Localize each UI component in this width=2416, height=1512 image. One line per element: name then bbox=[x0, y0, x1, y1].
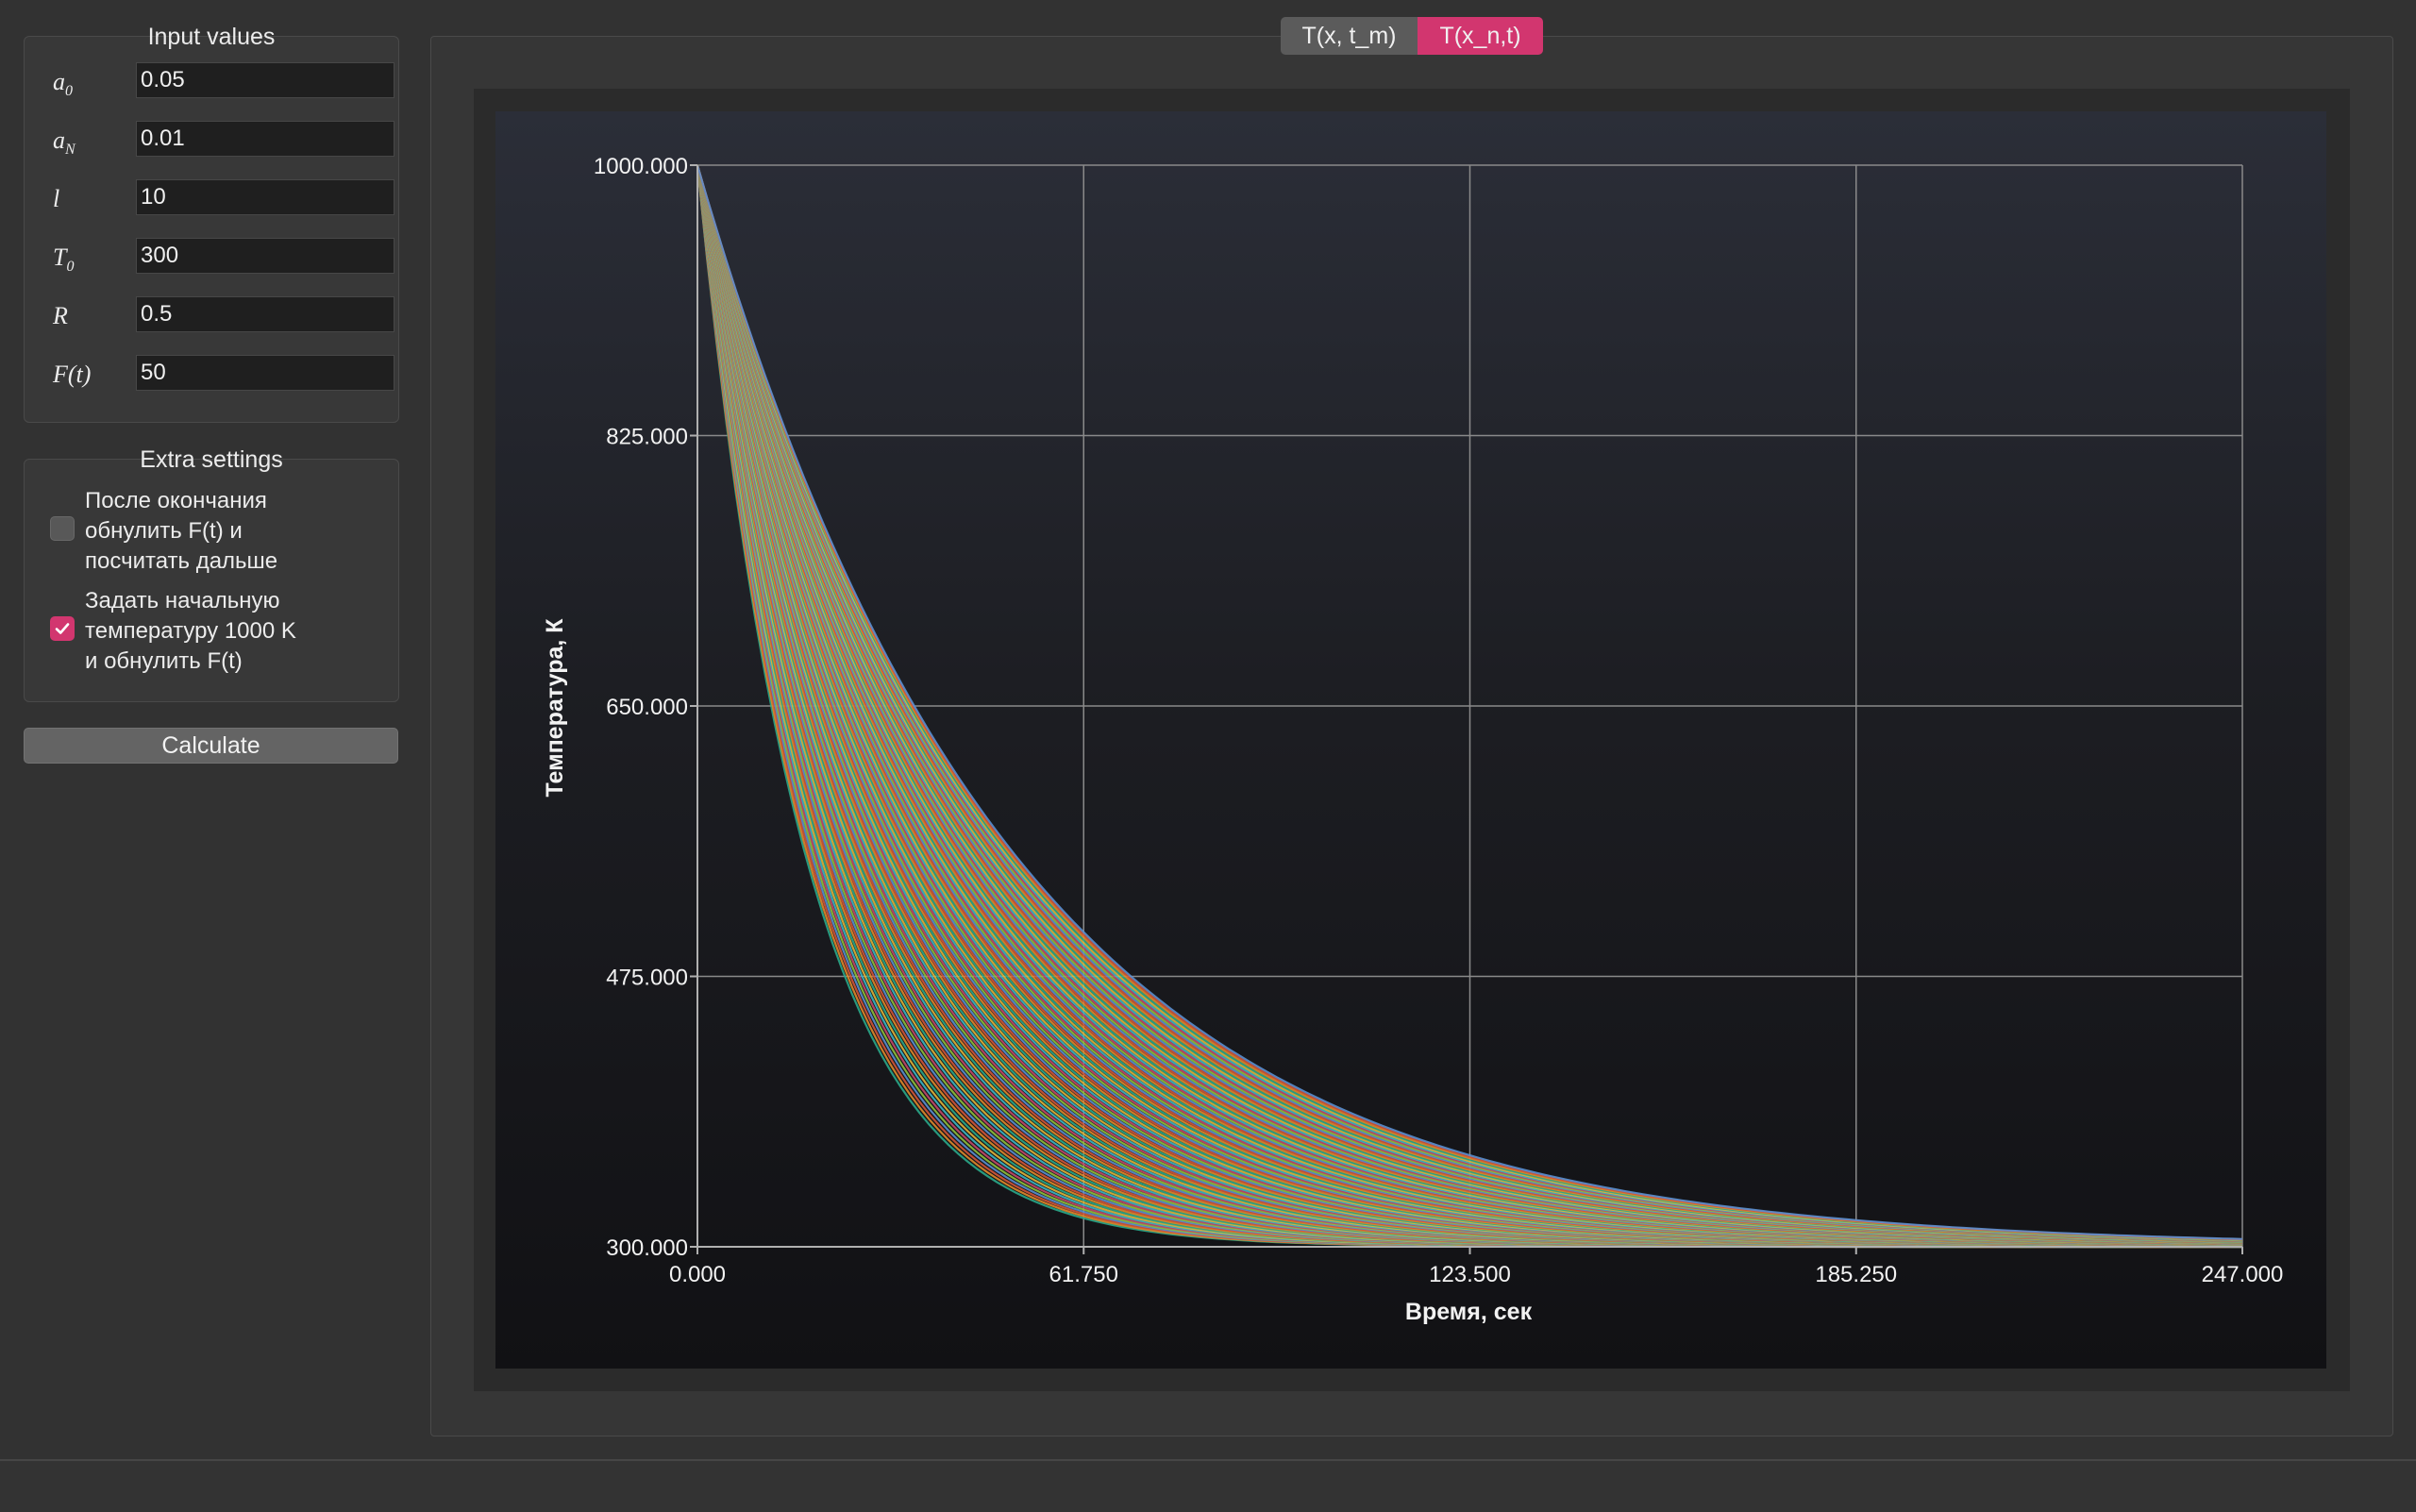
field-row-ft: F(t) bbox=[53, 355, 394, 393]
chart-grid bbox=[696, 164, 2243, 1248]
field-row-a0: a0 bbox=[53, 62, 394, 100]
status-bar bbox=[0, 1459, 2416, 1512]
checkmark-icon bbox=[55, 623, 70, 634]
y-tick-label: 1000.000 bbox=[594, 154, 688, 179]
x-tick-label: 123.500 bbox=[1429, 1262, 1511, 1287]
chart-axes bbox=[690, 164, 2243, 1254]
zero-ft-after-end-option[interactable]: После окончания обнулить F(t) и посчитат… bbox=[50, 486, 380, 580]
y-tick-label: 825.000 bbox=[606, 425, 688, 450]
field-label-t0: T0 bbox=[53, 244, 75, 276]
x-tick-label: 247.000 bbox=[2202, 1262, 2284, 1287]
calculate-button[interactable]: Calculate bbox=[24, 728, 398, 764]
field-label-a0: a0 bbox=[53, 68, 73, 100]
field-row-t0: T0 bbox=[53, 238, 394, 276]
y-tick-labels: 300.000 475.000 650.000 825.000 1000.000 bbox=[594, 154, 688, 1261]
initial-temp-1000-checkbox[interactable] bbox=[50, 616, 75, 641]
field-label-ft: F(t) bbox=[53, 361, 92, 388]
t0-input[interactable] bbox=[136, 238, 394, 274]
input-values-group: Input values a0 aN l T0 R F(t) bbox=[24, 24, 399, 423]
input-values-title: Input values bbox=[147, 24, 276, 50]
zero-ft-after-end-label: После окончания обнулить F(t) и посчитат… bbox=[85, 488, 278, 574]
field-label-r: R bbox=[53, 302, 68, 329]
field-row-an: aN bbox=[53, 121, 394, 159]
zero-ft-after-end-checkbox[interactable] bbox=[50, 516, 75, 541]
temperature-series-line bbox=[696, 164, 2243, 1240]
tab-t-x-tm[interactable]: T(x, t_m) bbox=[1281, 17, 1418, 55]
l-input[interactable] bbox=[136, 179, 394, 215]
initial-temp-1000-option[interactable]: Задать начальную температуру 1000 K и об… bbox=[50, 586, 380, 680]
x-tick-label: 185.250 bbox=[1815, 1262, 1897, 1287]
y-axis-label: Температура, К bbox=[542, 618, 568, 798]
x-tick-labels: 0.000 61.750 123.500 185.250 247.000 bbox=[669, 1262, 2283, 1287]
tab-t-xn-t[interactable]: T(x_n,t) bbox=[1418, 17, 1543, 55]
y-tick-label: 300.000 bbox=[606, 1235, 688, 1261]
an-input[interactable] bbox=[136, 121, 394, 157]
y-tick-label: 650.000 bbox=[606, 695, 688, 720]
field-label-l: l bbox=[53, 185, 60, 212]
field-label-an: aN bbox=[53, 126, 76, 159]
x-axis-label: Время, сек bbox=[1405, 1299, 1533, 1325]
initial-temp-1000-label: Задать начальную температуру 1000 K и об… bbox=[85, 588, 296, 674]
ft-input[interactable] bbox=[136, 355, 394, 391]
field-row-r: R bbox=[53, 296, 394, 334]
x-tick-label: 61.750 bbox=[1049, 1262, 1118, 1287]
field-row-l: l bbox=[53, 179, 394, 217]
temperature-chart: 0.000 61.750 123.500 185.250 247.000 300.000… bbox=[542, 154, 2283, 1325]
a0-input[interactable] bbox=[136, 62, 394, 98]
x-tick-label: 0.000 bbox=[669, 1262, 726, 1287]
extra-settings-group: Extra settings После окончания обнулить … bbox=[24, 446, 399, 702]
y-tick-label: 475.000 bbox=[606, 966, 688, 991]
extra-settings-title: Extra settings bbox=[140, 446, 283, 473]
tab-bar: T(x, t_m) T(x_n,t) bbox=[1281, 17, 1543, 55]
r-input[interactable] bbox=[136, 296, 394, 332]
